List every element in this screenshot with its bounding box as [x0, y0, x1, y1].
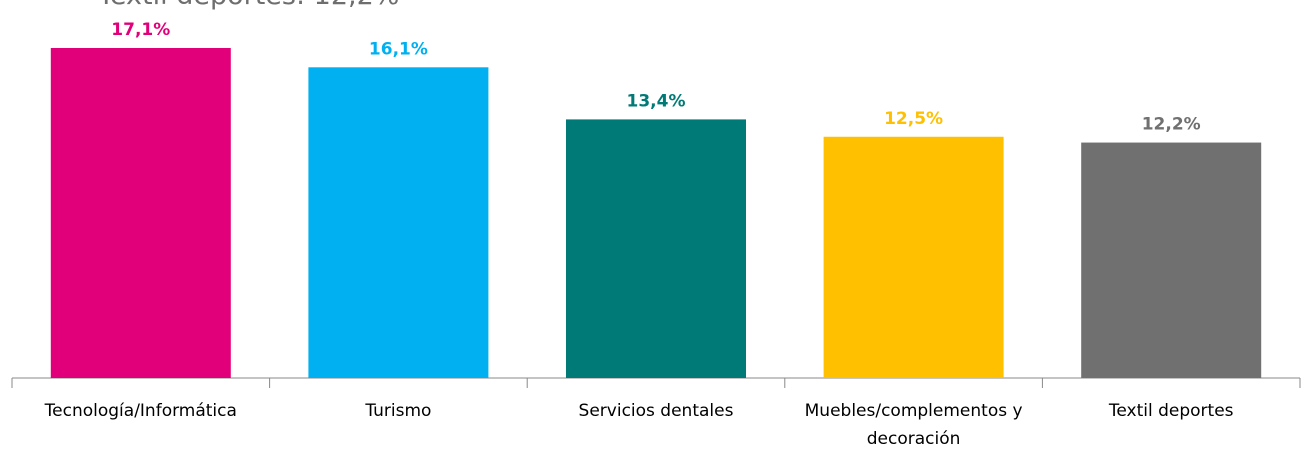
- bar: [823, 136, 1004, 378]
- value-label: 16,1%: [369, 39, 428, 59]
- value-label: 12,2%: [1142, 115, 1201, 135]
- x-tick-label: Servicios dentales: [578, 401, 734, 421]
- bar: [1081, 142, 1262, 378]
- value-label: 12,5%: [884, 109, 943, 129]
- value-label: 17,1%: [111, 20, 170, 40]
- bar: [566, 119, 746, 379]
- x-tick-label: Textil deportes: [1108, 401, 1234, 421]
- bar: [50, 48, 231, 378]
- bar: [308, 67, 489, 378]
- value-label: 13,4%: [627, 91, 686, 111]
- x-tick-label: Muebles/complementos y decoración: [804, 401, 1023, 449]
- x-tick-label: Tecnología/Informática: [44, 401, 237, 421]
- annotation: Textil deportes: 12,2%: [98, 0, 399, 11]
- x-tick-label: Turismo: [365, 401, 432, 421]
